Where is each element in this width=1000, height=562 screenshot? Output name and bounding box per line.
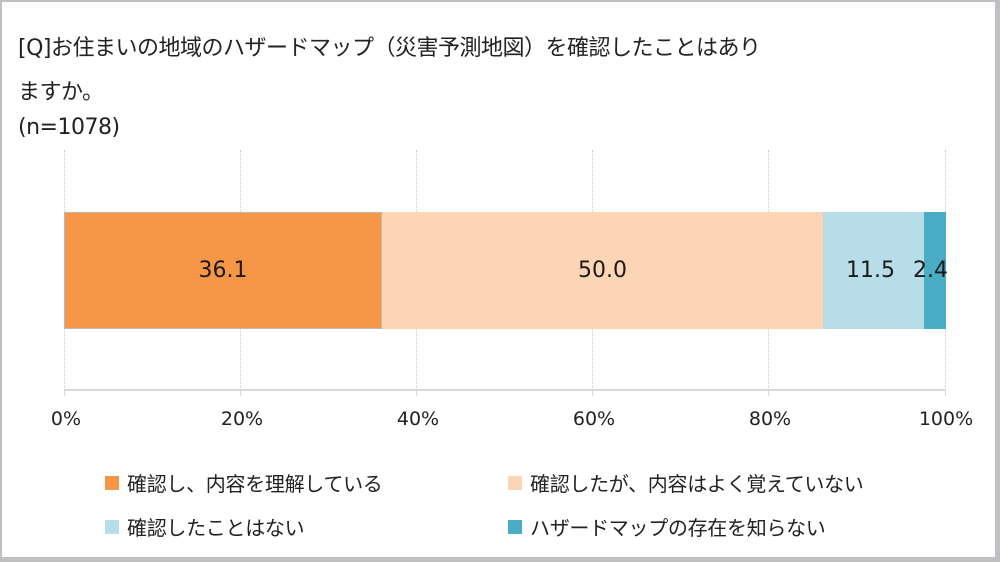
x-tick-label: 40% (396, 408, 440, 430)
legend-label: 確認したが、内容はよく覚えていない (530, 472, 864, 496)
x-axis (64, 389, 946, 391)
legend-item-not-remembered: 確認したが、内容はよく覚えていない (508, 468, 864, 497)
legend-item-never-checked: 確認したことはない (105, 512, 305, 541)
data-label: 50.0 (578, 258, 627, 283)
chart-title-line-2: ますか。 (18, 80, 104, 105)
legend-label: 確認し、内容を理解している (127, 472, 383, 496)
x-tick-label: 20% (220, 408, 264, 430)
x-tick-label: 60% (572, 408, 616, 430)
data-label: 36.1 (198, 258, 248, 283)
legend-swatch-icon (508, 475, 522, 490)
legend-label: 確認したことはない (127, 516, 305, 540)
x-tick (768, 389, 769, 396)
data-label: 2.4 (913, 258, 948, 283)
legend-item-unaware: ハザードマップの存在を知らない (508, 512, 826, 541)
bar-segment-never-checked (823, 212, 924, 329)
x-tick-label: 0% (50, 408, 82, 430)
x-tick-label: 80% (748, 408, 792, 430)
chart-title-line-1: [Q]お住まいの地域のハザードマップ（災害予測地図）を確認したことはあり (18, 36, 761, 61)
x-tick (416, 389, 417, 396)
legend-item-understood: 確認し、内容を理解している (105, 468, 383, 497)
sample-size: (n=1078) (18, 115, 120, 140)
x-tick (592, 389, 593, 396)
x-tick (64, 389, 65, 396)
legend-swatch-icon (105, 475, 119, 490)
x-tick (240, 389, 241, 396)
bar-segment-understood: 36.1 (64, 212, 382, 329)
legend-label: ハザードマップの存在を知らない (530, 516, 826, 540)
legend-swatch-icon (508, 519, 522, 534)
data-label: 11.5 (846, 258, 895, 283)
x-tick-label: 100% (918, 408, 974, 430)
x-tick (945, 389, 946, 396)
bar-segment-not-remembered: 50.0 (382, 212, 823, 329)
bar-segment-unaware (924, 212, 946, 329)
legend-swatch-icon (105, 519, 119, 534)
